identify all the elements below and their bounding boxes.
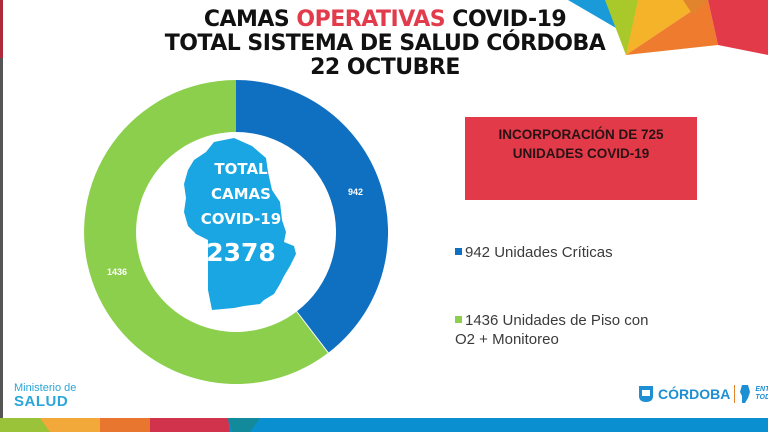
title-highlight: OPERATIVAS <box>296 7 446 32</box>
title-date: 22 OCTUBRE <box>310 55 460 80</box>
annotation-banner: INCORPORACIÓN DE 725 UNIDADES COVID-19 <box>465 117 697 200</box>
segment-label-criticas: 942 <box>348 187 364 197</box>
cordoba-province-map <box>184 138 296 310</box>
donut-center-label: TOTAL CAMAS COVID-19 2378 <box>186 157 296 268</box>
donut-segment-criticas[interactable] <box>236 80 388 353</box>
slide-title: CAMAS OPERATIVAS COVID-19 TOTAL SISTEMA … <box>120 8 650 80</box>
slide-left-accent <box>0 0 3 58</box>
legend-swatch-blue <box>455 248 462 255</box>
cordoba-gov-logo: CÓRDOBA ENTRE TODOS <box>638 384 768 404</box>
province-map-icon <box>740 385 751 403</box>
donut-chart <box>84 80 388 384</box>
slide-left-edge <box>0 0 3 432</box>
total-value: 2378 <box>206 238 276 267</box>
title-line-1: CAMAS OPERATIVAS COVID-19 <box>203 7 567 32</box>
legend-item-piso: 1436 Unidades de Piso con O2 + Monitoreo <box>455 312 649 348</box>
legend-item-criticas: 942 Unidades Críticas <box>455 243 613 262</box>
segment-label-piso: 1436 <box>107 267 128 277</box>
ministerio-salud-logo: Ministerio de SALUD <box>14 382 77 410</box>
decorative-triangles-top-right <box>568 0 768 55</box>
legend-swatch-green <box>455 316 462 323</box>
logo-divider <box>734 385 736 403</box>
decorative-bottom-bar <box>0 418 768 432</box>
donut-segment-piso[interactable] <box>84 80 329 384</box>
cordoba-shield-icon <box>639 386 653 402</box>
title-line-2: TOTAL SISTEMA DE SALUD CÓRDOBA <box>164 31 606 56</box>
